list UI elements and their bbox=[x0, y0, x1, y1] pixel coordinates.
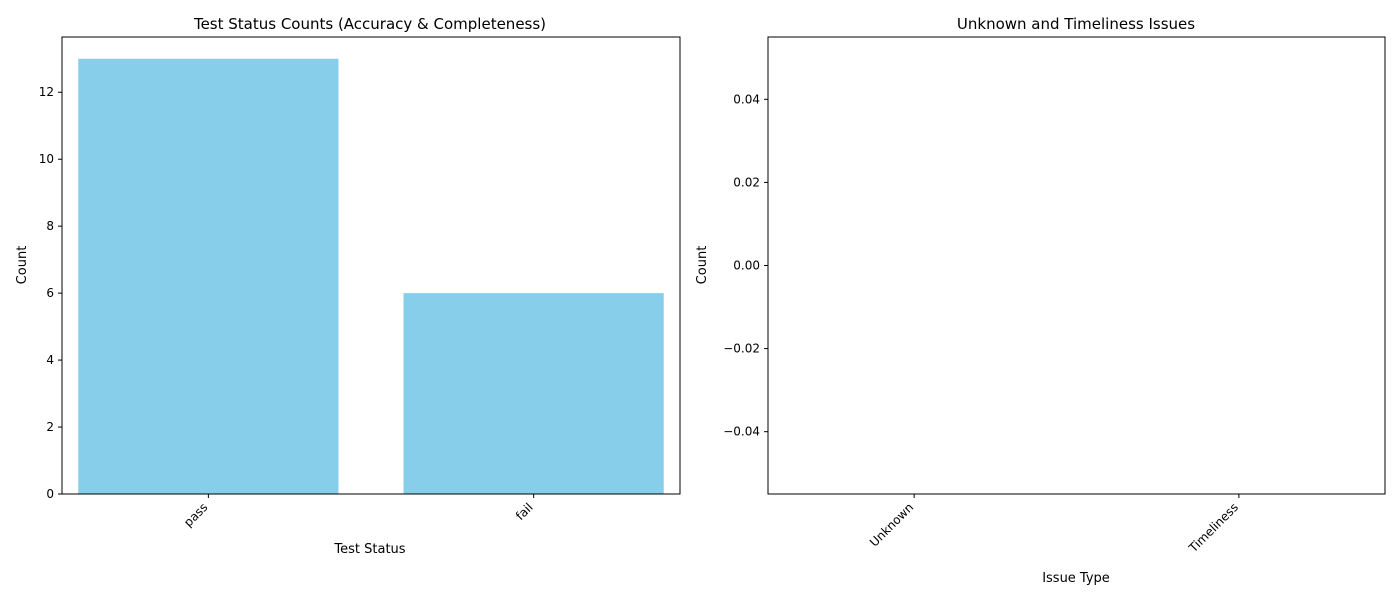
y-tick-label: 0.04 bbox=[733, 92, 760, 106]
y-axis-label: Count bbox=[695, 246, 710, 285]
x-axis-label: Test Status bbox=[333, 542, 405, 557]
y-ticks: −0.04 −0.02 0.00 0.02 0.04 bbox=[723, 92, 768, 439]
x-tick-label: Timeliness bbox=[1185, 500, 1241, 556]
y-tick-label: 0 bbox=[46, 487, 54, 501]
y-ticks: 0 2 4 6 8 10 12 bbox=[39, 85, 62, 501]
y-tick-label: 6 bbox=[46, 286, 54, 300]
x-tick-label: fail bbox=[513, 500, 536, 523]
bars bbox=[78, 58, 664, 495]
y-tick-label: −0.02 bbox=[723, 342, 760, 356]
y-tick-label: 10 bbox=[39, 152, 54, 166]
chart-title: Unknown and Timeliness Issues bbox=[957, 15, 1195, 33]
y-tick-label: 4 bbox=[46, 353, 54, 367]
plot-frame bbox=[767, 36, 1386, 495]
x-tick-label: Unknown bbox=[867, 500, 916, 549]
chart-issue-types: Unknown and Timeliness Issues Issue Type… bbox=[695, 15, 1386, 586]
y-axis-label: Count bbox=[15, 246, 30, 285]
chart-title: Test Status Counts (Accuracy & Completen… bbox=[193, 15, 546, 33]
x-ticks: pass fail bbox=[181, 494, 536, 530]
x-axis-label: Issue Type bbox=[1042, 571, 1110, 586]
plot-frame bbox=[61, 36, 681, 495]
bar-fail bbox=[403, 293, 664, 494]
x-ticks: Unknown Timeliness bbox=[867, 494, 1241, 556]
y-tick-label: 12 bbox=[39, 85, 54, 99]
y-tick-label: −0.04 bbox=[723, 425, 760, 439]
y-tick-label: 0.00 bbox=[733, 259, 760, 273]
bar-pass bbox=[78, 58, 339, 495]
y-tick-label: 2 bbox=[46, 420, 54, 434]
chart-test-status: Test Status Counts (Accuracy & Completen… bbox=[15, 15, 681, 557]
x-tick-label: pass bbox=[181, 500, 210, 529]
y-tick-label: 0.02 bbox=[733, 175, 760, 189]
y-tick-label: 8 bbox=[46, 219, 54, 233]
